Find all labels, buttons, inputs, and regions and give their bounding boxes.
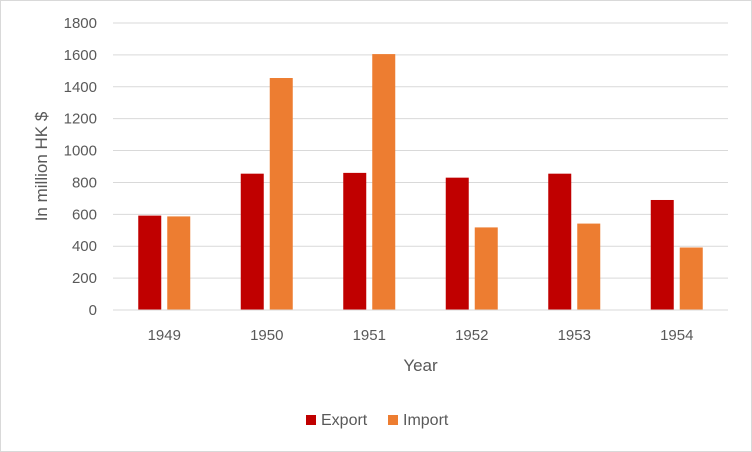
y-tick-label: 400 [72, 238, 97, 255]
x-tick-label: 1951 [353, 327, 386, 344]
y-axis-title: In million HK $ [32, 111, 51, 221]
bar-import-1949 [167, 216, 191, 310]
x-axis-ticks: 1949 1950 1951 1952 1953 1954 [148, 327, 694, 344]
y-axis-ticks: 0 200 400 600 800 1000 1200 1400 1600 1800 [64, 15, 97, 319]
bar-export-1951 [343, 172, 367, 310]
bar-import-1952 [474, 227, 498, 310]
y-tick-label: 1200 [64, 111, 97, 128]
y-tick-label: 1400 [64, 79, 97, 96]
x-axis-title: Year [403, 356, 438, 375]
y-tick-label: 1600 [64, 47, 97, 64]
legend-swatch-export [306, 415, 316, 425]
y-tick-label: 1800 [64, 15, 97, 32]
legend-label-export: Export [321, 412, 368, 429]
bar-export-1950 [240, 173, 264, 310]
y-tick-label: 800 [72, 174, 97, 191]
x-tick-label: 1950 [250, 327, 283, 344]
bar-export-1952 [445, 177, 469, 310]
legend: Export Import [306, 412, 449, 429]
x-tick-label: 1952 [455, 327, 488, 344]
gridlines [113, 22, 728, 279]
bar-import-1950 [269, 78, 293, 310]
bar-export-1949 [138, 215, 162, 310]
y-tick-label: 600 [72, 206, 97, 223]
x-tick-label: 1954 [660, 327, 693, 344]
y-tick-label: 200 [72, 270, 97, 287]
legend-swatch-import [388, 415, 398, 425]
bar-export-1953 [548, 173, 572, 310]
y-tick-label: 0 [89, 302, 97, 319]
bar-import-1953 [577, 223, 601, 310]
bar-import-1951 [372, 54, 396, 310]
y-tick-label: 1000 [64, 143, 97, 160]
bars [138, 54, 703, 310]
legend-label-import: Import [403, 412, 449, 429]
bar-import-1954 [679, 247, 703, 310]
x-tick-label: 1953 [558, 327, 591, 344]
x-tick-label: 1949 [148, 327, 181, 344]
bar-export-1954 [650, 199, 674, 310]
